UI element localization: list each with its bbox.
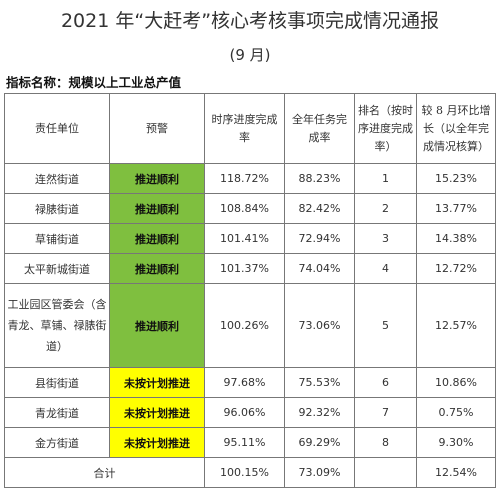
total-row: 合计 100.15% 73.09% 12.54% (4, 457, 496, 488)
unit-cell: 青龙街道 (4, 397, 110, 428)
year-rate-cell: 69.29% (284, 427, 355, 458)
warning-label: 推进顺利 (135, 202, 179, 216)
report-month: (9 月) (229, 46, 271, 64)
total-rank-empty (354, 457, 417, 488)
warning-label: 推进顺利 (135, 172, 179, 186)
unit-cell: 草铺街道 (4, 223, 110, 254)
warning-cell: 未按计划推进 (109, 397, 205, 428)
total-growth: 12.54% (416, 457, 496, 488)
time-rate-cell: 101.41% (204, 223, 285, 254)
growth-cell: 15.23% (416, 163, 496, 194)
total-year-rate: 73.09% (284, 457, 355, 488)
table-row: 连然街道 推进顺利 118.72% 88.23% 1 15.23% (4, 163, 496, 194)
table-row: 太平新城街道 推进顺利 101.37% 74.04% 4 12.72% (4, 253, 496, 284)
header-year-rate: 全年任务完成率 (284, 93, 355, 164)
time-rate-cell: 96.06% (204, 397, 285, 428)
indicator-name: 指标名称：规模以上工业总产值 (6, 75, 182, 90)
warning-cell: 推进顺利 (109, 193, 205, 224)
unit-cell: 禄脿街道 (4, 193, 110, 224)
table-row: 青龙街道 未按计划推进 96.06% 92.32% 7 0.75% (4, 397, 496, 428)
warning-label: 推进顺利 (135, 232, 179, 246)
header-row: 责任单位 预警 时序进度完成率 全年任务完成率 排名（按时序进度完成率） 较 8… (4, 93, 496, 164)
growth-cell: 13.77% (416, 193, 496, 224)
time-rate-cell: 97.68% (204, 367, 285, 398)
warning-label: 未按计划推进 (124, 436, 190, 450)
growth-cell: 12.57% (416, 283, 496, 368)
time-rate-cell: 108.84% (204, 193, 285, 224)
year-rate-cell: 82.42% (284, 193, 355, 224)
header-rank: 排名（按时序进度完成率） (354, 93, 417, 164)
warning-cell: 推进顺利 (109, 253, 205, 284)
total-label: 合计 (4, 457, 205, 488)
warning-label: 未按计划推进 (124, 376, 190, 390)
growth-cell: 14.38% (416, 223, 496, 254)
year-rate-cell: 88.23% (284, 163, 355, 194)
rank-cell: 4 (354, 253, 417, 284)
year-rate-cell: 73.06% (284, 283, 355, 368)
time-rate-cell: 101.37% (204, 253, 285, 284)
time-rate-cell: 100.26% (204, 283, 285, 368)
table-row: 县街街道 未按计划推进 97.68% 75.53% 6 10.86% (4, 367, 496, 398)
warning-label: 推进顺利 (135, 319, 179, 333)
table-row: 草铺街道 推进顺利 101.41% 72.94% 3 14.38% (4, 223, 496, 254)
warning-cell: 推进顺利 (109, 283, 205, 368)
header-unit: 责任单位 (4, 93, 110, 164)
unit-cell: 太平新城街道 (4, 253, 110, 284)
warning-cell: 推进顺利 (109, 163, 205, 194)
table-row: 禄脿街道 推进顺利 108.84% 82.42% 2 13.77% (4, 193, 496, 224)
rank-cell: 3 (354, 223, 417, 254)
unit-cell: 工业园区管委会（含青龙、草铺、禄脿街道） (4, 283, 110, 368)
rank-cell: 5 (354, 283, 417, 368)
header-growth: 较 8 月环比增长（以全年完成情况核算） (416, 93, 496, 164)
report-title: 2021 年“大赶考”核心考核事项完成情况通报 (60, 10, 440, 32)
warning-label: 未按计划推进 (124, 406, 190, 420)
table-row: 工业园区管委会（含青龙、草铺、禄脿街道） 推进顺利 100.26% 73.06%… (4, 283, 496, 368)
growth-cell: 0.75% (416, 397, 496, 428)
table-row: 金方街道 未按计划推进 95.11% 69.29% 8 9.30% (4, 427, 496, 458)
unit-cell: 县街街道 (4, 367, 110, 398)
warning-cell: 未按计划推进 (109, 367, 205, 398)
growth-cell: 12.72% (416, 253, 496, 284)
unit-cell: 连然街道 (4, 163, 110, 194)
warning-label: 推进顺利 (135, 262, 179, 276)
warning-cell: 未按计划推进 (109, 427, 205, 458)
growth-cell: 10.86% (416, 367, 496, 398)
warning-cell: 推进顺利 (109, 223, 205, 254)
year-rate-cell: 75.53% (284, 367, 355, 398)
time-rate-cell: 118.72% (204, 163, 285, 194)
rank-cell: 8 (354, 427, 417, 458)
header-warning: 预警 (109, 93, 205, 164)
assessment-table: 责任单位 预警 时序进度完成率 全年任务完成率 排名（按时序进度完成率） 较 8… (4, 93, 496, 488)
header-time-rate: 时序进度完成率 (204, 93, 285, 164)
total-time-rate: 100.15% (204, 457, 285, 488)
rank-cell: 7 (354, 397, 417, 428)
year-rate-cell: 92.32% (284, 397, 355, 428)
time-rate-cell: 95.11% (204, 427, 285, 458)
rank-cell: 6 (354, 367, 417, 398)
year-rate-cell: 72.94% (284, 223, 355, 254)
growth-cell: 9.30% (416, 427, 496, 458)
year-rate-cell: 74.04% (284, 253, 355, 284)
rank-cell: 1 (354, 163, 417, 194)
rank-cell: 2 (354, 193, 417, 224)
unit-cell: 金方街道 (4, 427, 110, 458)
